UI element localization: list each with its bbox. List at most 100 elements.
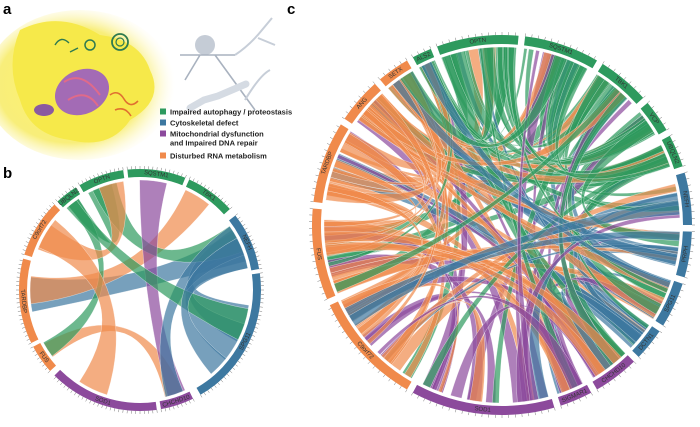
tick [252,335,256,337]
segment-arc [127,169,186,186]
tick [372,81,376,84]
tick [207,390,210,393]
tick [328,308,332,310]
tick [66,387,70,391]
tick [24,335,28,337]
tick [313,267,317,269]
segment-arc [57,187,81,208]
tick [49,205,52,208]
tick [358,95,361,99]
tick [44,367,48,370]
ribbons [29,179,250,398]
tick [383,72,386,76]
tick [242,353,246,356]
tick [25,241,29,243]
tick [643,95,646,99]
tick [336,125,340,128]
tick [77,394,80,398]
segment-arc [597,63,644,104]
tick [42,364,45,367]
tick [72,185,75,189]
tick [185,402,187,406]
tick [686,178,690,180]
legend-swatch [160,152,166,159]
tick [324,149,328,151]
tick [423,398,425,402]
tick [114,168,116,172]
tick [687,264,691,266]
tick [52,202,55,205]
segment-arc [159,391,194,410]
tick [235,364,238,367]
tick [550,38,553,42]
tick [259,268,263,270]
tick [39,360,43,364]
ribbon [507,46,669,179]
tick [315,273,319,276]
tick [203,184,206,188]
tick [405,389,408,393]
tick [435,403,438,407]
tick [643,351,646,355]
tick [341,331,345,334]
tick [354,346,357,350]
ribbon [66,199,249,341]
tick [210,189,214,193]
tick [672,140,676,142]
tick [591,392,593,396]
tick [354,100,357,104]
tick [37,357,40,360]
gene-label: VCP [647,112,659,126]
tick [680,158,684,161]
tick [399,386,402,389]
tick [89,400,91,404]
gene-label: SQSTM1 [144,170,170,179]
segment-arc [18,258,39,344]
tick [468,412,470,416]
legend-label: Cytoskeletal defect [170,119,239,128]
segment-arc [412,48,435,66]
tick [56,379,60,383]
tick [97,403,99,407]
legend-label: Impaired autophagy / proteostasis [170,108,292,117]
tick [248,342,252,345]
tick [253,247,257,249]
tick [638,90,641,94]
segment-arc [196,273,261,395]
tick [315,174,319,177]
tick [659,116,663,119]
tick [666,319,670,322]
tick [669,134,673,136]
tick [417,51,419,55]
segment-arc [312,208,336,300]
tick [312,261,316,263]
tick [20,323,24,325]
tick [684,171,688,173]
ribbon [392,77,678,266]
tick [226,373,230,377]
tick [101,172,103,175]
gene-label: OPTN [469,38,486,46]
tick [169,169,171,173]
tick [81,396,84,400]
tick [256,255,260,257]
neuron-illustration [0,10,276,160]
tick [541,410,543,414]
tick [417,395,419,399]
tick [46,208,49,211]
segment-arc [592,355,634,390]
segment-arc [344,83,381,124]
tick [349,106,353,109]
tick [229,206,233,210]
tick [596,389,599,393]
tick [34,353,38,356]
tick [244,227,248,230]
tick [105,170,107,174]
tick [334,319,338,322]
tick [118,167,120,171]
panel-label: c [287,1,295,18]
gene-label: FUS [38,351,50,364]
tick [363,90,366,94]
tick [93,402,95,406]
